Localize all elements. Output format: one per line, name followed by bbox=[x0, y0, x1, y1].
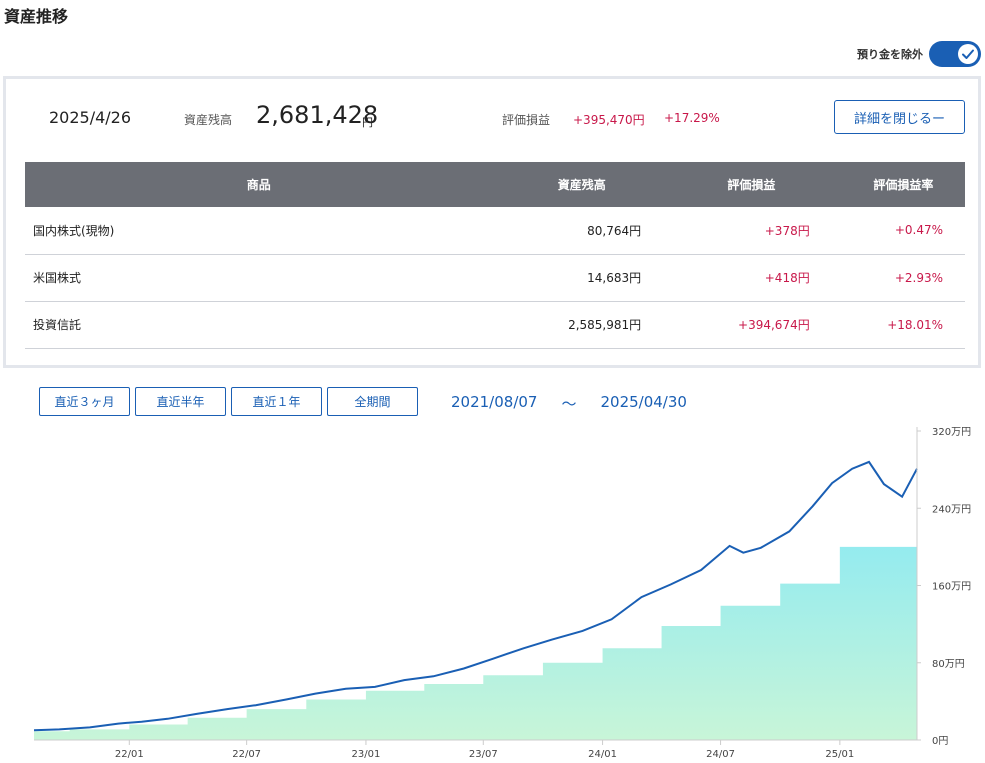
total-balance: 2,681,428 bbox=[256, 101, 379, 129]
y-tick-label: 240万円 bbox=[932, 504, 971, 515]
y-tick-label: 320万円 bbox=[932, 427, 971, 438]
range-period: 2021/08/07 ～ 2025/04/30 bbox=[451, 393, 687, 414]
summary-panel: 2025/4/26 資産残高 2,681,428 円 評価損益 +395,470… bbox=[3, 76, 981, 368]
header-product: 商品 bbox=[25, 162, 373, 207]
exclude-deposit-label: 預り金を除外 bbox=[857, 48, 923, 61]
row-profit-loss: +394,674円 bbox=[643, 301, 812, 349]
row-balance: 14,683円 bbox=[372, 254, 644, 302]
row-product-name: 投資信託 bbox=[25, 301, 373, 349]
row-balance: 2,585,981円 bbox=[372, 301, 644, 349]
holdings-table: 商品 資産残高 評価損益 評価損益率 国内株式(現物) 80,764円 +378… bbox=[25, 162, 965, 349]
profit-loss-label: 評価損益 bbox=[502, 113, 551, 127]
check-icon bbox=[958, 44, 978, 64]
range-6-months-button[interactable]: 直近半年 bbox=[135, 387, 226, 416]
row-profit-loss-rate: +0.47% bbox=[811, 207, 965, 255]
page-title: 資産推移 bbox=[4, 7, 69, 26]
asset-history-chart: 0円 80万円 160万円 240万円 320万円 22/01 22/07 23/01 23/… bbox=[33, 427, 971, 760]
close-details-button[interactable]: 詳細を閉じるー bbox=[834, 100, 965, 134]
range-start-date: 2021/08/07 bbox=[451, 393, 538, 411]
x-tick-label: 24/07 bbox=[706, 749, 735, 760]
profit-loss-percent: +17.29% bbox=[664, 111, 720, 125]
row-product-name: 米国株式 bbox=[25, 254, 373, 302]
x-tick-label: 22/01 bbox=[115, 749, 144, 760]
x-tick-label: 23/07 bbox=[469, 749, 498, 760]
profit-loss-value: +395,470円 bbox=[573, 113, 645, 127]
row-profit-loss-rate: +18.01% bbox=[811, 301, 965, 349]
table-row[interactable]: 投資信託 2,585,981円 +394,674円 +18.01% bbox=[25, 301, 965, 349]
exclude-deposit-toggle-group: 預り金を除外 bbox=[857, 41, 981, 67]
range-3-months-button[interactable]: 直近３ヶ月 bbox=[39, 387, 130, 416]
y-tick-label: 160万円 bbox=[932, 582, 971, 593]
range-separator: ～ bbox=[561, 395, 577, 413]
balance-unit: 円 bbox=[362, 116, 373, 129]
row-profit-loss-rate: +2.93% bbox=[811, 254, 965, 302]
y-tick-label: 0円 bbox=[932, 736, 948, 747]
row-product-name: 国内株式(現物) bbox=[25, 207, 373, 255]
table-row[interactable]: 米国株式 14,683円 +418円 +2.93% bbox=[25, 254, 965, 302]
row-balance: 80,764円 bbox=[372, 207, 644, 255]
invested-amount-area bbox=[34, 522, 917, 740]
range-all-button[interactable]: 全期間 bbox=[327, 387, 418, 416]
balance-label: 資産残高 bbox=[184, 113, 233, 127]
x-tick-label: 24/01 bbox=[588, 749, 617, 760]
row-profit-loss: +418円 bbox=[643, 254, 812, 302]
header-balance: 資産残高 bbox=[372, 162, 644, 207]
row-profit-loss: +378円 bbox=[643, 207, 812, 255]
table-header-row: 商品 資産残高 評価損益 評価損益率 bbox=[25, 162, 965, 207]
total-value-line bbox=[33, 460, 918, 732]
header-profit-loss: 評価損益 bbox=[643, 162, 812, 207]
x-tick-label: 25/01 bbox=[825, 749, 854, 760]
table-row[interactable]: 国内株式(現物) 80,764円 +378円 +0.47% bbox=[25, 207, 965, 255]
summary-date: 2025/4/26 bbox=[49, 108, 132, 127]
range-1-year-button[interactable]: 直近１年 bbox=[231, 387, 322, 416]
x-tick-label: 23/01 bbox=[352, 749, 381, 760]
header-profit-loss-rate: 評価損益率 bbox=[811, 162, 965, 207]
range-button-group: 直近３ヶ月 直近半年 直近１年 全期間 bbox=[39, 387, 418, 416]
range-end-date: 2025/04/30 bbox=[600, 393, 687, 411]
x-tick-label: 22/07 bbox=[232, 749, 261, 760]
exclude-deposit-toggle[interactable] bbox=[929, 41, 981, 67]
y-tick-label: 80万円 bbox=[932, 659, 965, 670]
